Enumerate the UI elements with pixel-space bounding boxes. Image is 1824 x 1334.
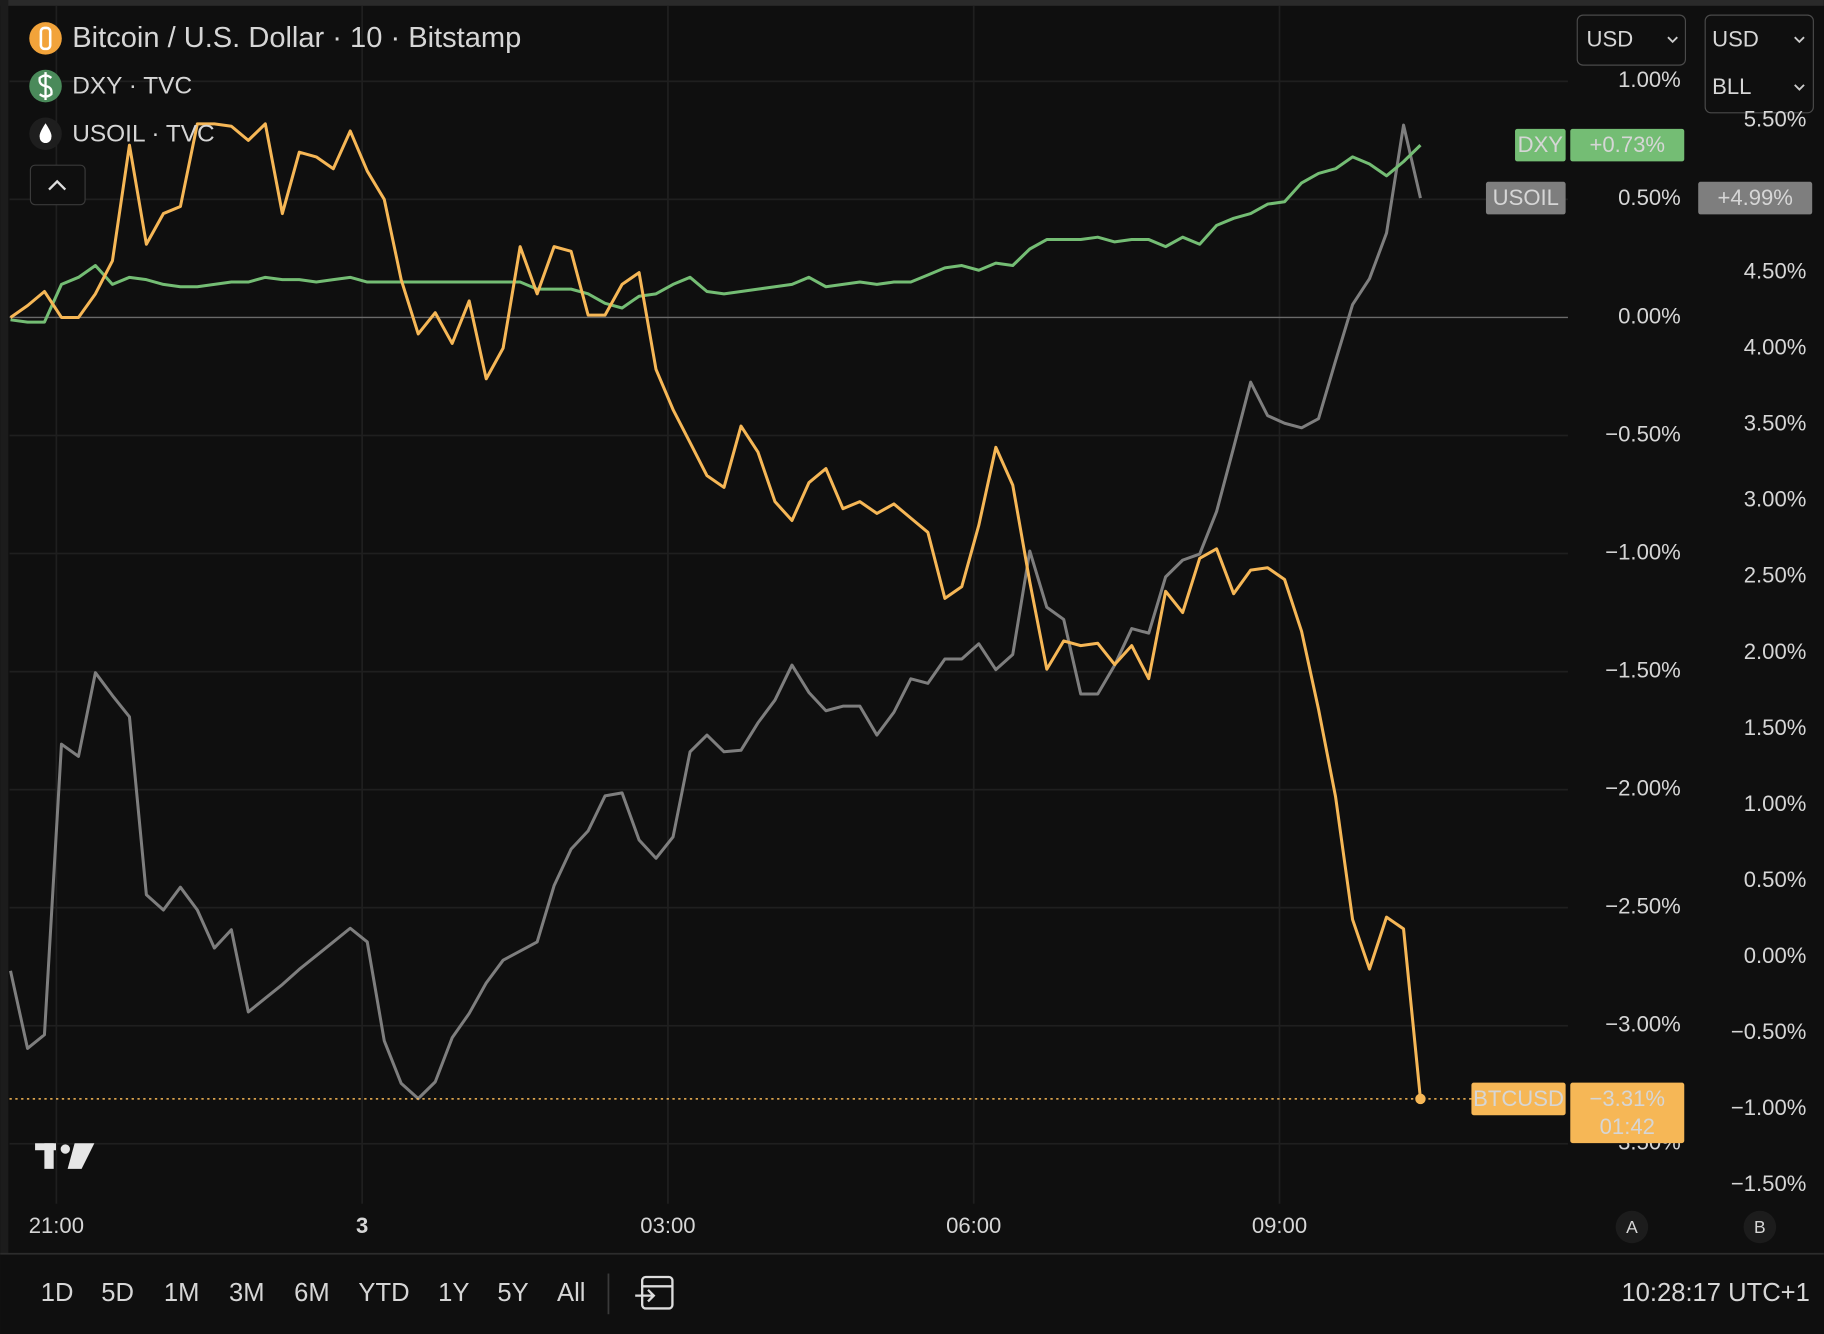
range-button[interactable]: All bbox=[557, 1279, 585, 1307]
calendar-icon[interactable] bbox=[635, 1275, 674, 1310]
currency-label: USD bbox=[1712, 27, 1759, 52]
countdown: 01:42 bbox=[1600, 1114, 1655, 1139]
price-tags: BTCUSD −3.31% 01:42 DXY +0.73% USOIL +4.99% bbox=[1471, 128, 1813, 1144]
series-name-tag-bg bbox=[1485, 181, 1566, 215]
top-border bbox=[0, 0, 1824, 6]
scale-button[interactable] bbox=[1615, 1210, 1649, 1244]
series-value-tag-bg bbox=[1570, 128, 1685, 162]
y2-tick-label: 0.00% bbox=[1744, 943, 1807, 968]
series-value-tag: +0.73% bbox=[1590, 132, 1666, 157]
y2-tick-label: −1.50% bbox=[1731, 1171, 1807, 1196]
y2-tick-label: 4.50% bbox=[1744, 258, 1807, 283]
legend-dxy: DXY · TVC bbox=[72, 73, 192, 100]
series-line bbox=[9, 122, 1422, 1100]
series-name-tag-bg bbox=[1471, 1082, 1566, 1116]
y-tick-label: 0.50% bbox=[1618, 185, 1681, 210]
y-tick-label: 0.00% bbox=[1618, 303, 1681, 328]
y2-tick-label: 4.00% bbox=[1744, 335, 1807, 360]
tv-logo bbox=[35, 1143, 95, 1169]
x-tick-label: 06:00 bbox=[946, 1213, 1001, 1238]
range-button[interactable]: 1D bbox=[41, 1279, 74, 1307]
y-tick-label: −1.50% bbox=[1605, 657, 1681, 682]
range-button[interactable]: 6M bbox=[294, 1279, 330, 1307]
y-tick-label: −3.00% bbox=[1605, 1012, 1681, 1037]
series-value-tag: −3.31% bbox=[1590, 1086, 1666, 1111]
series-line bbox=[10, 144, 1422, 324]
dxy-icon-glyph bbox=[38, 72, 53, 101]
currency-label: USD bbox=[1587, 27, 1634, 52]
y2-tick-label: −0.50% bbox=[1731, 1019, 1807, 1044]
x-tick-label: 09:00 bbox=[1252, 1213, 1307, 1238]
scale-button-label: A bbox=[1626, 1217, 1638, 1237]
collapse-button[interactable] bbox=[29, 164, 86, 206]
dropdown-chevron bbox=[1794, 84, 1805, 91]
y2-tick-label: 0.50% bbox=[1744, 867, 1807, 892]
series-line bbox=[9, 123, 1422, 1101]
scale-button-label: B bbox=[1754, 1217, 1766, 1237]
series-name-tag: USOIL bbox=[1493, 185, 1559, 210]
range-button[interactable]: 3M bbox=[229, 1279, 265, 1307]
y2-tick-label: −1.00% bbox=[1731, 1095, 1807, 1120]
scale-button[interactable] bbox=[1743, 1210, 1777, 1244]
dropdown-chevron bbox=[1794, 36, 1805, 44]
series-name-tag-bg bbox=[1515, 128, 1566, 162]
y2-tick-label: 3.00% bbox=[1744, 487, 1807, 512]
series-name-tag: DXY bbox=[1518, 132, 1564, 157]
y2-tick-label: 5.50% bbox=[1744, 106, 1807, 131]
range-button[interactable]: 5Y bbox=[497, 1279, 528, 1307]
legend-main: Bitcoin / U.S. Dollar · 10 · Bitstamp bbox=[72, 22, 521, 54]
series-value-tag: +4.99% bbox=[1717, 185, 1793, 210]
y-tick-label: 1.00% bbox=[1618, 67, 1681, 92]
y-tick-label: −0.50% bbox=[1605, 421, 1681, 446]
y-tick-label: −2.00% bbox=[1605, 775, 1681, 800]
range-button[interactable]: 1M bbox=[164, 1279, 200, 1307]
unit-dropdown[interactable] bbox=[1704, 14, 1814, 114]
range-button[interactable]: 5D bbox=[101, 1279, 134, 1307]
last-point bbox=[1415, 1093, 1426, 1105]
btc-icon-glyph bbox=[39, 26, 52, 51]
y-tick-label: −2.50% bbox=[1605, 894, 1681, 919]
range-button[interactable]: 1Y bbox=[438, 1279, 469, 1307]
y2-tick-label: 3.50% bbox=[1744, 411, 1807, 436]
unit-label: BLL bbox=[1712, 74, 1751, 99]
y2-tick-label: 1.00% bbox=[1744, 791, 1807, 816]
x-tick-label: 03:00 bbox=[640, 1213, 695, 1238]
y2-tick-label: 2.00% bbox=[1744, 639, 1807, 664]
left-border bbox=[0, 0, 9, 1334]
series-value-tag-bg bbox=[1570, 1082, 1685, 1144]
series-value-tag-bg bbox=[1698, 181, 1813, 215]
currency-dropdown[interactable] bbox=[1576, 14, 1686, 66]
overlay: Bitcoin / U.S. Dollar · 10 · Bitstamp DX… bbox=[0, 14, 1824, 1334]
x-tick-label: 3 bbox=[356, 1213, 368, 1238]
legend-oil: USOIL · TVC bbox=[72, 120, 214, 147]
y2-tick-label: 2.50% bbox=[1744, 563, 1807, 588]
range-button[interactable]: YTD bbox=[358, 1279, 409, 1307]
collapse-chevron bbox=[48, 179, 67, 191]
series-name-tag: BTCUSD bbox=[1473, 1086, 1564, 1111]
clock: 10:28:17 UTC+1 bbox=[1621, 1279, 1809, 1307]
calendar-arrow bbox=[635, 1288, 656, 1303]
logo-part bbox=[60, 1144, 70, 1154]
dropdown-chevron bbox=[1667, 36, 1678, 44]
y-tick-label: −1.00% bbox=[1605, 539, 1681, 564]
logo-part bbox=[67, 1143, 95, 1169]
x-tick-label: 21:00 bbox=[29, 1213, 84, 1238]
oil-icon-glyph bbox=[39, 123, 52, 144]
bottom-bar bbox=[0, 1253, 1824, 1334]
calendar-frame bbox=[641, 1275, 674, 1310]
y2-tick-label: 1.50% bbox=[1744, 715, 1807, 740]
plot bbox=[9, 122, 1568, 1105]
logo-part bbox=[44, 1143, 54, 1169]
btc-icon bbox=[29, 22, 62, 55]
